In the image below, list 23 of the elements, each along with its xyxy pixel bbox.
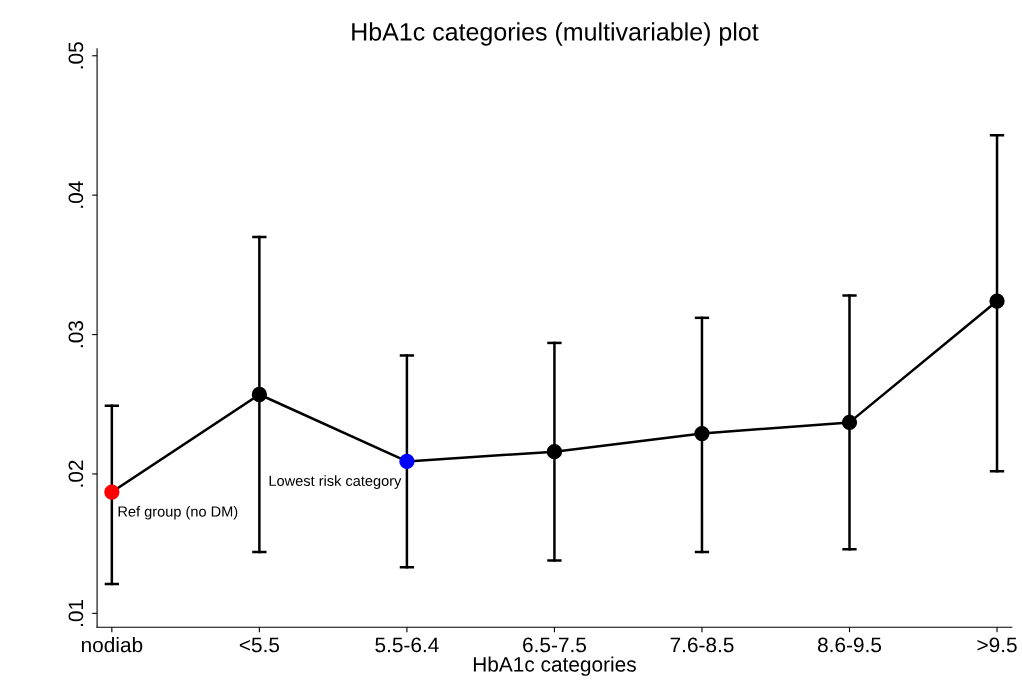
point: [694, 425, 710, 442]
x-axis-title: HbA1c categories: [473, 656, 636, 676]
x-tick-label: <5.5: [239, 637, 280, 653]
y-tick-label: .05: [68, 42, 84, 69]
x-tick-label: nodiab: [81, 637, 143, 653]
point: [399, 453, 415, 470]
point: [104, 484, 120, 500]
x-tick-label: >9.5: [977, 637, 1017, 653]
chart-title: HbA1c categories (multivariable) plot: [352, 22, 759, 46]
y-tick-label: .03: [68, 320, 84, 348]
point: [841, 414, 858, 431]
point: [251, 386, 268, 403]
y-tick-label: .04: [68, 181, 84, 208]
annotation: Ref group (no DM): [118, 505, 238, 520]
point: [546, 444, 563, 460]
point: [989, 293, 1005, 309]
annotation: Lowest risk category: [269, 475, 402, 489]
x-tick-label: 6.5-7.5: [523, 637, 586, 653]
y-tick-label: .01: [68, 599, 84, 626]
x-tick-label: 7.6-8.5: [670, 637, 734, 653]
x-tick-label: 5.5-6.4: [375, 637, 439, 653]
y-tick-label: .02: [68, 460, 84, 487]
x-tick-label: 8.6-9.5: [817, 637, 882, 653]
